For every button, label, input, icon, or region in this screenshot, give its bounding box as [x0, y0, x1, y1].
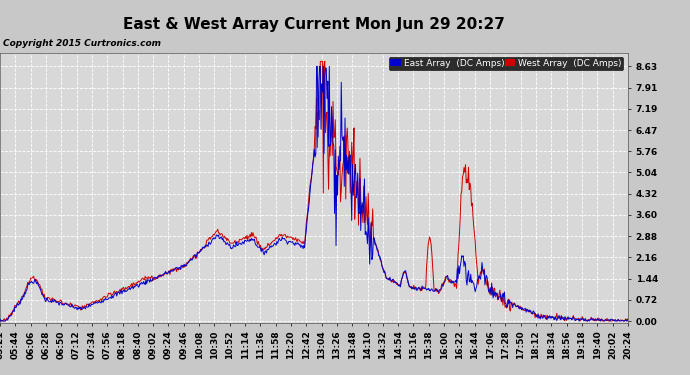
Text: East & West Array Current Mon Jun 29 20:27: East & West Array Current Mon Jun 29 20:…: [123, 17, 505, 32]
Text: Copyright 2015 Curtronics.com: Copyright 2015 Curtronics.com: [3, 39, 161, 48]
Legend: East Array  (DC Amps), West Array  (DC Amps): East Array (DC Amps), West Array (DC Amp…: [388, 57, 623, 70]
